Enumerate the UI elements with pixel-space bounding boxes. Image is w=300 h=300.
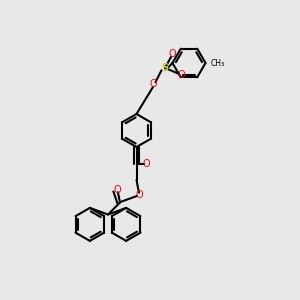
Text: O: O	[142, 158, 150, 169]
Text: O: O	[149, 80, 157, 89]
Text: CH₃: CH₃	[211, 58, 225, 68]
Text: O: O	[169, 50, 176, 59]
Text: O: O	[178, 70, 185, 80]
Text: S: S	[161, 63, 169, 73]
Text: O: O	[113, 185, 121, 195]
Text: O: O	[136, 190, 143, 200]
